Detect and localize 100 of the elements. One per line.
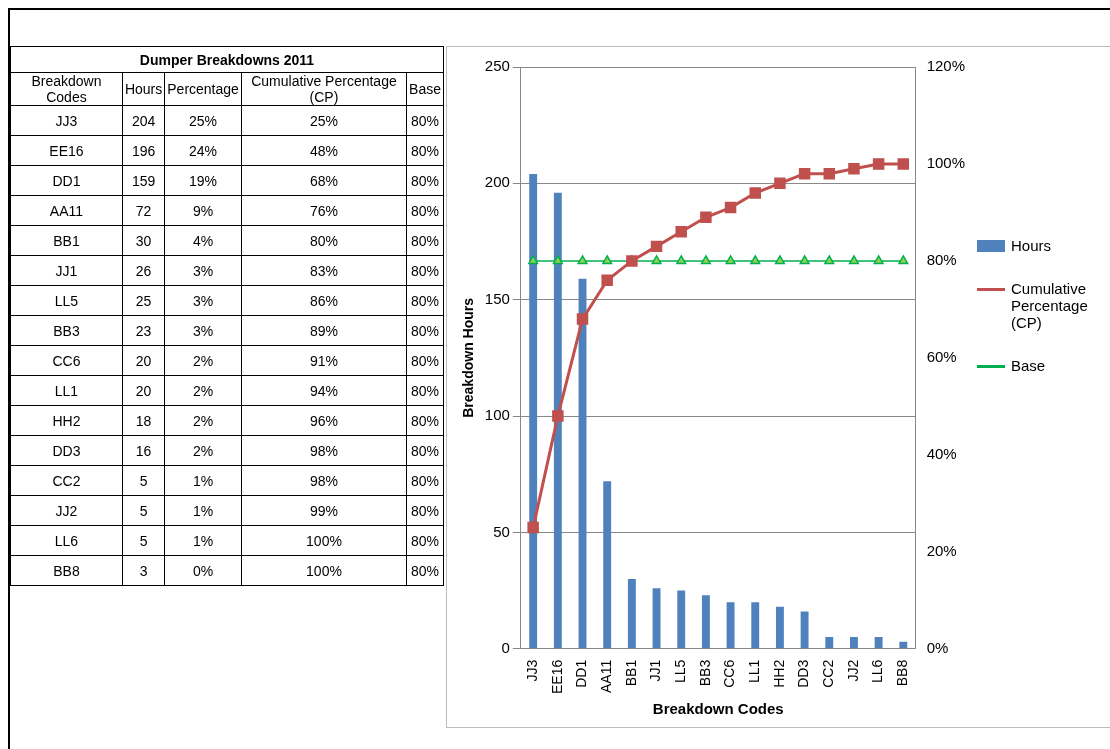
x-tick-label: DD3	[795, 659, 812, 688]
category-label: CC2	[10, 465, 123, 496]
data-label: 196	[122, 135, 165, 166]
point	[750, 255, 761, 265]
point	[824, 255, 835, 265]
data-label: 48%	[241, 135, 407, 166]
point	[528, 255, 539, 265]
data-label: 5	[122, 525, 165, 556]
point	[576, 313, 589, 325]
category-label: HH2	[10, 405, 123, 436]
point	[700, 211, 712, 224]
point	[897, 158, 910, 170]
data-label: 80%	[406, 525, 444, 556]
data-label: 25%	[241, 105, 407, 136]
data-label: 80%	[406, 465, 444, 496]
data-label: 1%	[164, 495, 242, 526]
x-tick-label: BB8	[894, 659, 911, 687]
data-label: 3%	[164, 255, 242, 286]
data-label: 83%	[241, 255, 407, 286]
bar	[603, 481, 612, 649]
x-tick-label: BB3	[696, 659, 713, 687]
data-label: 80%	[406, 435, 444, 466]
data-label: 80%	[406, 345, 444, 376]
category-label: DD1	[10, 165, 123, 196]
data-label: 3%	[164, 315, 242, 346]
data-label: 100%	[241, 525, 407, 556]
data-label: 25	[122, 285, 165, 316]
bar	[899, 641, 908, 649]
x-tick-label: CC6	[721, 659, 738, 688]
data-label: 18	[122, 405, 165, 436]
point	[774, 177, 786, 190]
data-label: 20	[122, 375, 165, 406]
point	[724, 201, 737, 214]
data-label: 204	[122, 105, 165, 136]
text: Base	[406, 72, 444, 106]
data-label: 99%	[241, 495, 407, 526]
y2-tick-label: 40%	[926, 444, 957, 462]
data-label: 5	[122, 465, 165, 496]
category-label: BB1	[10, 225, 123, 256]
category-label: LL6	[10, 525, 123, 556]
data-label: 9%	[164, 195, 242, 226]
x-axis-title: Breakdown Codes	[652, 700, 784, 718]
data-label: 159	[122, 165, 165, 196]
x-tick-label: LL6	[869, 659, 886, 684]
y-tick-label: 0	[501, 638, 510, 656]
y-axis-title: Breakdown Hours	[460, 297, 477, 418]
data-label: 98%	[241, 465, 407, 496]
data-label: 2%	[164, 405, 242, 436]
data-label: 91%	[241, 345, 407, 376]
y-tick-label: 50	[493, 522, 510, 540]
point	[552, 410, 564, 422]
x-tick-label: AA11	[598, 659, 615, 693]
y2-tick-label: 100%	[926, 154, 966, 172]
bar	[553, 192, 562, 649]
legend-label: Cumulative Percentage (CP)	[1011, 280, 1089, 331]
point	[873, 255, 884, 265]
category-label: LL5	[10, 285, 123, 316]
bar	[701, 595, 710, 649]
point	[898, 255, 909, 265]
data-label: 30	[122, 225, 165, 256]
x-tick-label: JJ3	[524, 659, 541, 682]
point	[798, 167, 811, 180]
category-label: JJ1	[10, 255, 123, 286]
bar	[800, 611, 809, 649]
category-label: AA11	[10, 195, 123, 226]
data-label: 3%	[164, 285, 242, 316]
point	[552, 255, 563, 265]
bar	[726, 602, 735, 649]
x-tick-label: LL1	[746, 659, 763, 684]
data-label: 80%	[406, 315, 444, 346]
data-label: 80%	[406, 165, 444, 196]
bar	[627, 578, 636, 649]
y2-tick-label: 20%	[926, 541, 957, 559]
data-label: 80%	[241, 225, 407, 256]
y-tick-label: 250	[484, 57, 510, 75]
data-label: 100%	[241, 555, 407, 586]
data-label: 68%	[241, 165, 407, 196]
data-label: 96%	[241, 405, 407, 436]
point	[848, 163, 860, 175]
bar	[775, 606, 784, 649]
legend-label: Percentage	[164, 72, 242, 106]
data-label: 86%	[241, 285, 407, 316]
point	[823, 167, 836, 180]
data-label: 1%	[164, 525, 242, 556]
data-label: 24%	[164, 135, 242, 166]
data-label: 80%	[406, 495, 444, 526]
category-label: JJ2	[10, 495, 123, 526]
text: Dumper Breakdowns 2011	[10, 46, 444, 73]
y-tick-label: 150	[484, 289, 510, 307]
data-label: 80%	[406, 195, 444, 226]
point	[577, 255, 588, 265]
data-label: 25%	[164, 105, 242, 136]
data-label: 19%	[164, 165, 242, 196]
category-label: CC6	[10, 345, 123, 376]
bar	[751, 602, 760, 649]
point	[872, 158, 885, 170]
category-label: BB3	[10, 315, 123, 346]
x-tick-label: EE16	[548, 659, 565, 694]
data-label: 23	[122, 315, 165, 346]
bar	[825, 637, 834, 649]
